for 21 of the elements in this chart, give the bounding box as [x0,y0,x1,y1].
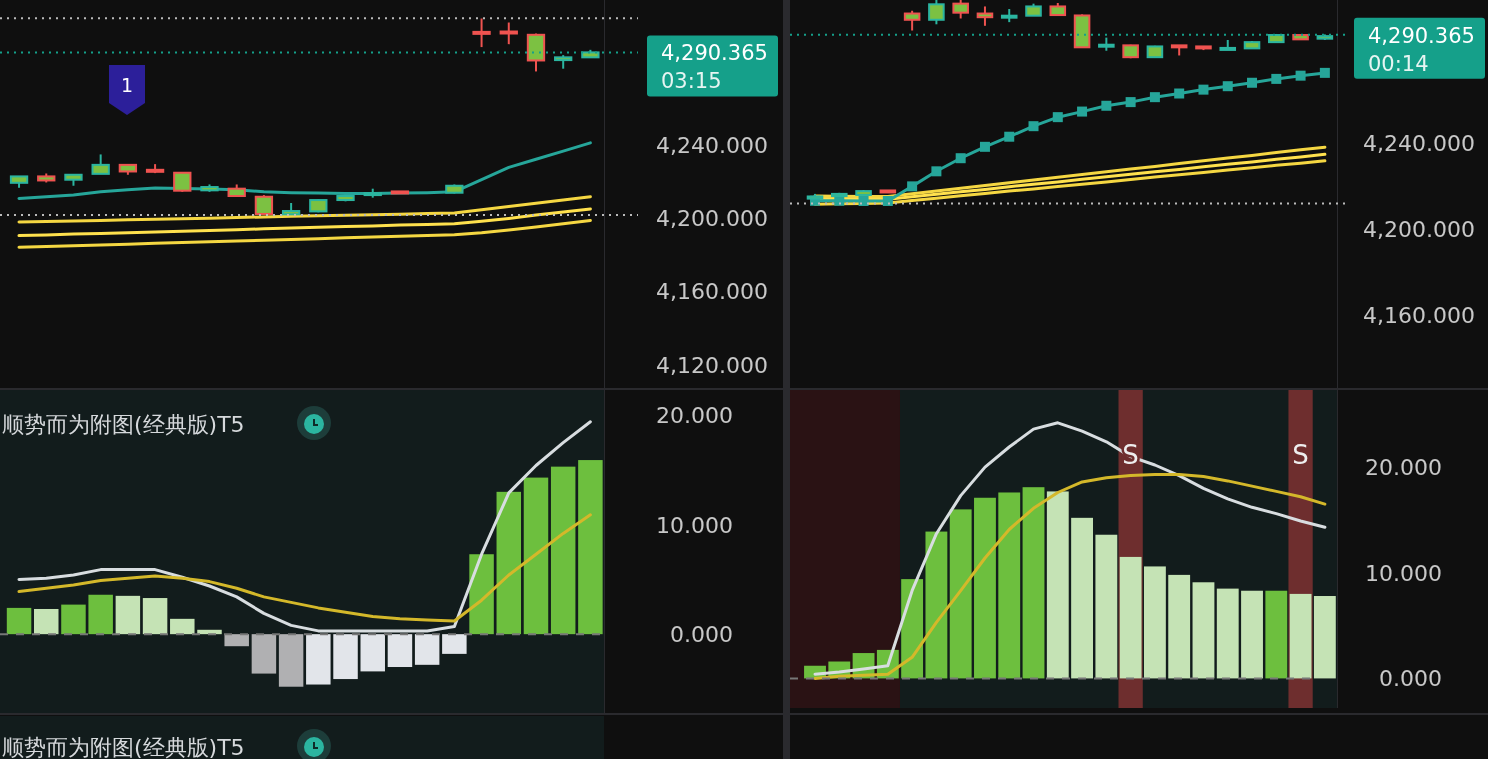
y-tick-label: 4,240.000 [1363,130,1475,156]
y-tick-label: 10.000 [656,512,733,538]
y-tick-label: 4,200.000 [656,206,768,231]
annotation: S [1292,440,1309,470]
y-tick-label: 4,160.000 [1363,302,1475,328]
annotation: 1 [120,74,134,96]
y-tick-label: 20.000 [656,403,733,429]
text: 03:15 [661,69,722,94]
y-tick-label: 4,240.000 [656,132,768,158]
y-tick-label: 4,200.000 [1363,216,1475,242]
y-tick-label: 4,120.000 [656,352,768,378]
ref-line-label: 4,290.365 [1368,23,1475,48]
text: 顺势而为附图(经典版)T5 [2,412,245,437]
text: 00:14 [1368,51,1429,76]
text: 顺势而为附图(经典版)T5 [2,735,245,759]
y-tick-label: 20.000 [1365,455,1442,481]
y-tick-label: 4,160.000 [656,279,768,305]
ref-line-label: 4,290.365 [661,41,768,66]
y-tick-label: 0.000 [1379,666,1442,692]
y-tick-label: 10.000 [1365,560,1442,586]
y-tick-label: 0.000 [670,622,733,648]
